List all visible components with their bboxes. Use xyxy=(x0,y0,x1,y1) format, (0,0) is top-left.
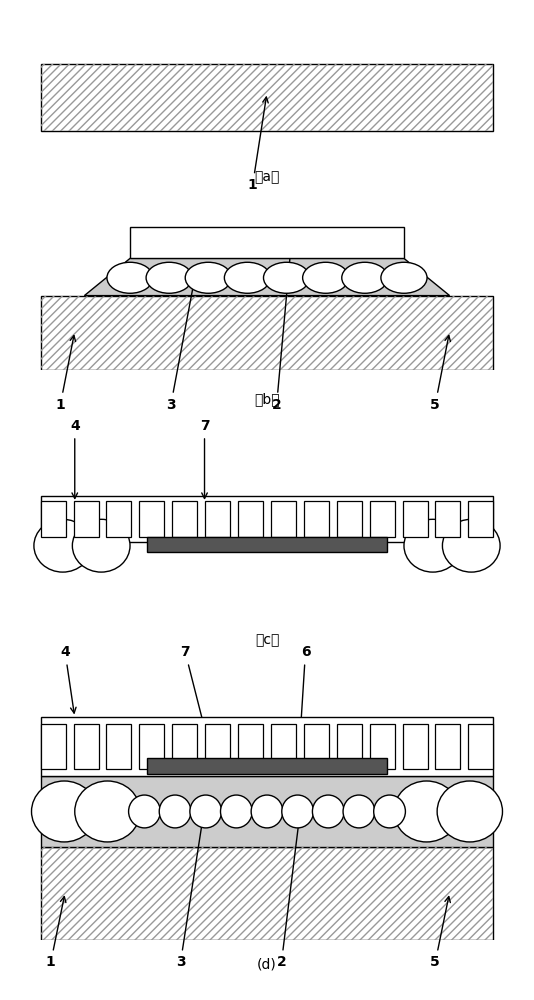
Text: （c）: （c） xyxy=(255,633,279,647)
Ellipse shape xyxy=(312,795,344,828)
Bar xyxy=(238,724,263,769)
Ellipse shape xyxy=(282,795,313,828)
Bar xyxy=(106,501,131,537)
Text: （a）: （a） xyxy=(254,170,280,184)
Ellipse shape xyxy=(34,519,92,572)
Ellipse shape xyxy=(75,781,140,842)
Ellipse shape xyxy=(303,262,349,293)
Text: 1: 1 xyxy=(56,336,76,412)
Ellipse shape xyxy=(190,795,222,828)
Text: (d): (d) xyxy=(257,958,277,972)
Text: 5: 5 xyxy=(430,897,450,970)
Bar xyxy=(147,537,387,552)
Bar xyxy=(172,501,197,537)
Bar xyxy=(147,758,387,774)
Text: 1: 1 xyxy=(248,97,268,192)
Bar xyxy=(337,501,362,537)
Ellipse shape xyxy=(107,262,153,293)
Bar xyxy=(304,724,329,769)
Ellipse shape xyxy=(343,795,375,828)
Bar xyxy=(41,496,493,542)
Bar xyxy=(468,724,493,769)
Bar xyxy=(41,296,493,370)
Ellipse shape xyxy=(437,781,502,842)
Bar xyxy=(130,227,404,258)
Text: 2: 2 xyxy=(277,812,302,970)
Bar xyxy=(41,501,66,537)
Text: 7: 7 xyxy=(200,419,209,498)
Bar xyxy=(106,724,131,769)
Bar xyxy=(139,501,164,537)
Bar xyxy=(468,501,493,537)
Ellipse shape xyxy=(73,519,130,572)
Polygon shape xyxy=(41,776,493,847)
Bar xyxy=(172,724,197,769)
Bar xyxy=(205,501,230,537)
Bar xyxy=(41,64,493,131)
Bar xyxy=(271,501,296,537)
Bar xyxy=(370,724,395,769)
Bar xyxy=(74,501,99,537)
Text: 6: 6 xyxy=(299,645,310,724)
Text: 5: 5 xyxy=(430,336,451,412)
Bar xyxy=(304,501,329,537)
Ellipse shape xyxy=(381,262,427,293)
Bar xyxy=(271,724,296,769)
Bar xyxy=(435,501,460,537)
Text: 3: 3 xyxy=(166,281,196,412)
Ellipse shape xyxy=(224,262,271,293)
Bar xyxy=(41,296,493,370)
Bar xyxy=(403,501,428,537)
Text: 4: 4 xyxy=(60,645,76,713)
Text: （b）: （b） xyxy=(254,392,280,406)
Ellipse shape xyxy=(394,781,459,842)
Ellipse shape xyxy=(221,795,252,828)
Ellipse shape xyxy=(146,262,192,293)
Ellipse shape xyxy=(129,795,160,828)
Bar xyxy=(403,724,428,769)
Ellipse shape xyxy=(443,519,500,572)
Text: 7: 7 xyxy=(180,645,205,724)
Ellipse shape xyxy=(32,781,97,842)
Ellipse shape xyxy=(251,795,283,828)
Polygon shape xyxy=(84,258,450,296)
Ellipse shape xyxy=(404,519,461,572)
Bar xyxy=(139,724,164,769)
Bar xyxy=(370,501,395,537)
Bar xyxy=(435,724,460,769)
Text: 2: 2 xyxy=(272,250,293,412)
Text: 4: 4 xyxy=(70,419,80,498)
Bar xyxy=(41,847,493,940)
Bar xyxy=(41,717,493,776)
Bar xyxy=(41,724,66,769)
Bar xyxy=(205,724,230,769)
Text: 1: 1 xyxy=(46,897,66,970)
Ellipse shape xyxy=(374,795,405,828)
Text: 3: 3 xyxy=(176,812,206,970)
Ellipse shape xyxy=(263,262,310,293)
Bar xyxy=(238,501,263,537)
Bar xyxy=(41,64,493,131)
Bar xyxy=(74,724,99,769)
Bar xyxy=(337,724,362,769)
Ellipse shape xyxy=(159,795,191,828)
Ellipse shape xyxy=(185,262,231,293)
Ellipse shape xyxy=(342,262,388,293)
Bar xyxy=(41,847,493,940)
